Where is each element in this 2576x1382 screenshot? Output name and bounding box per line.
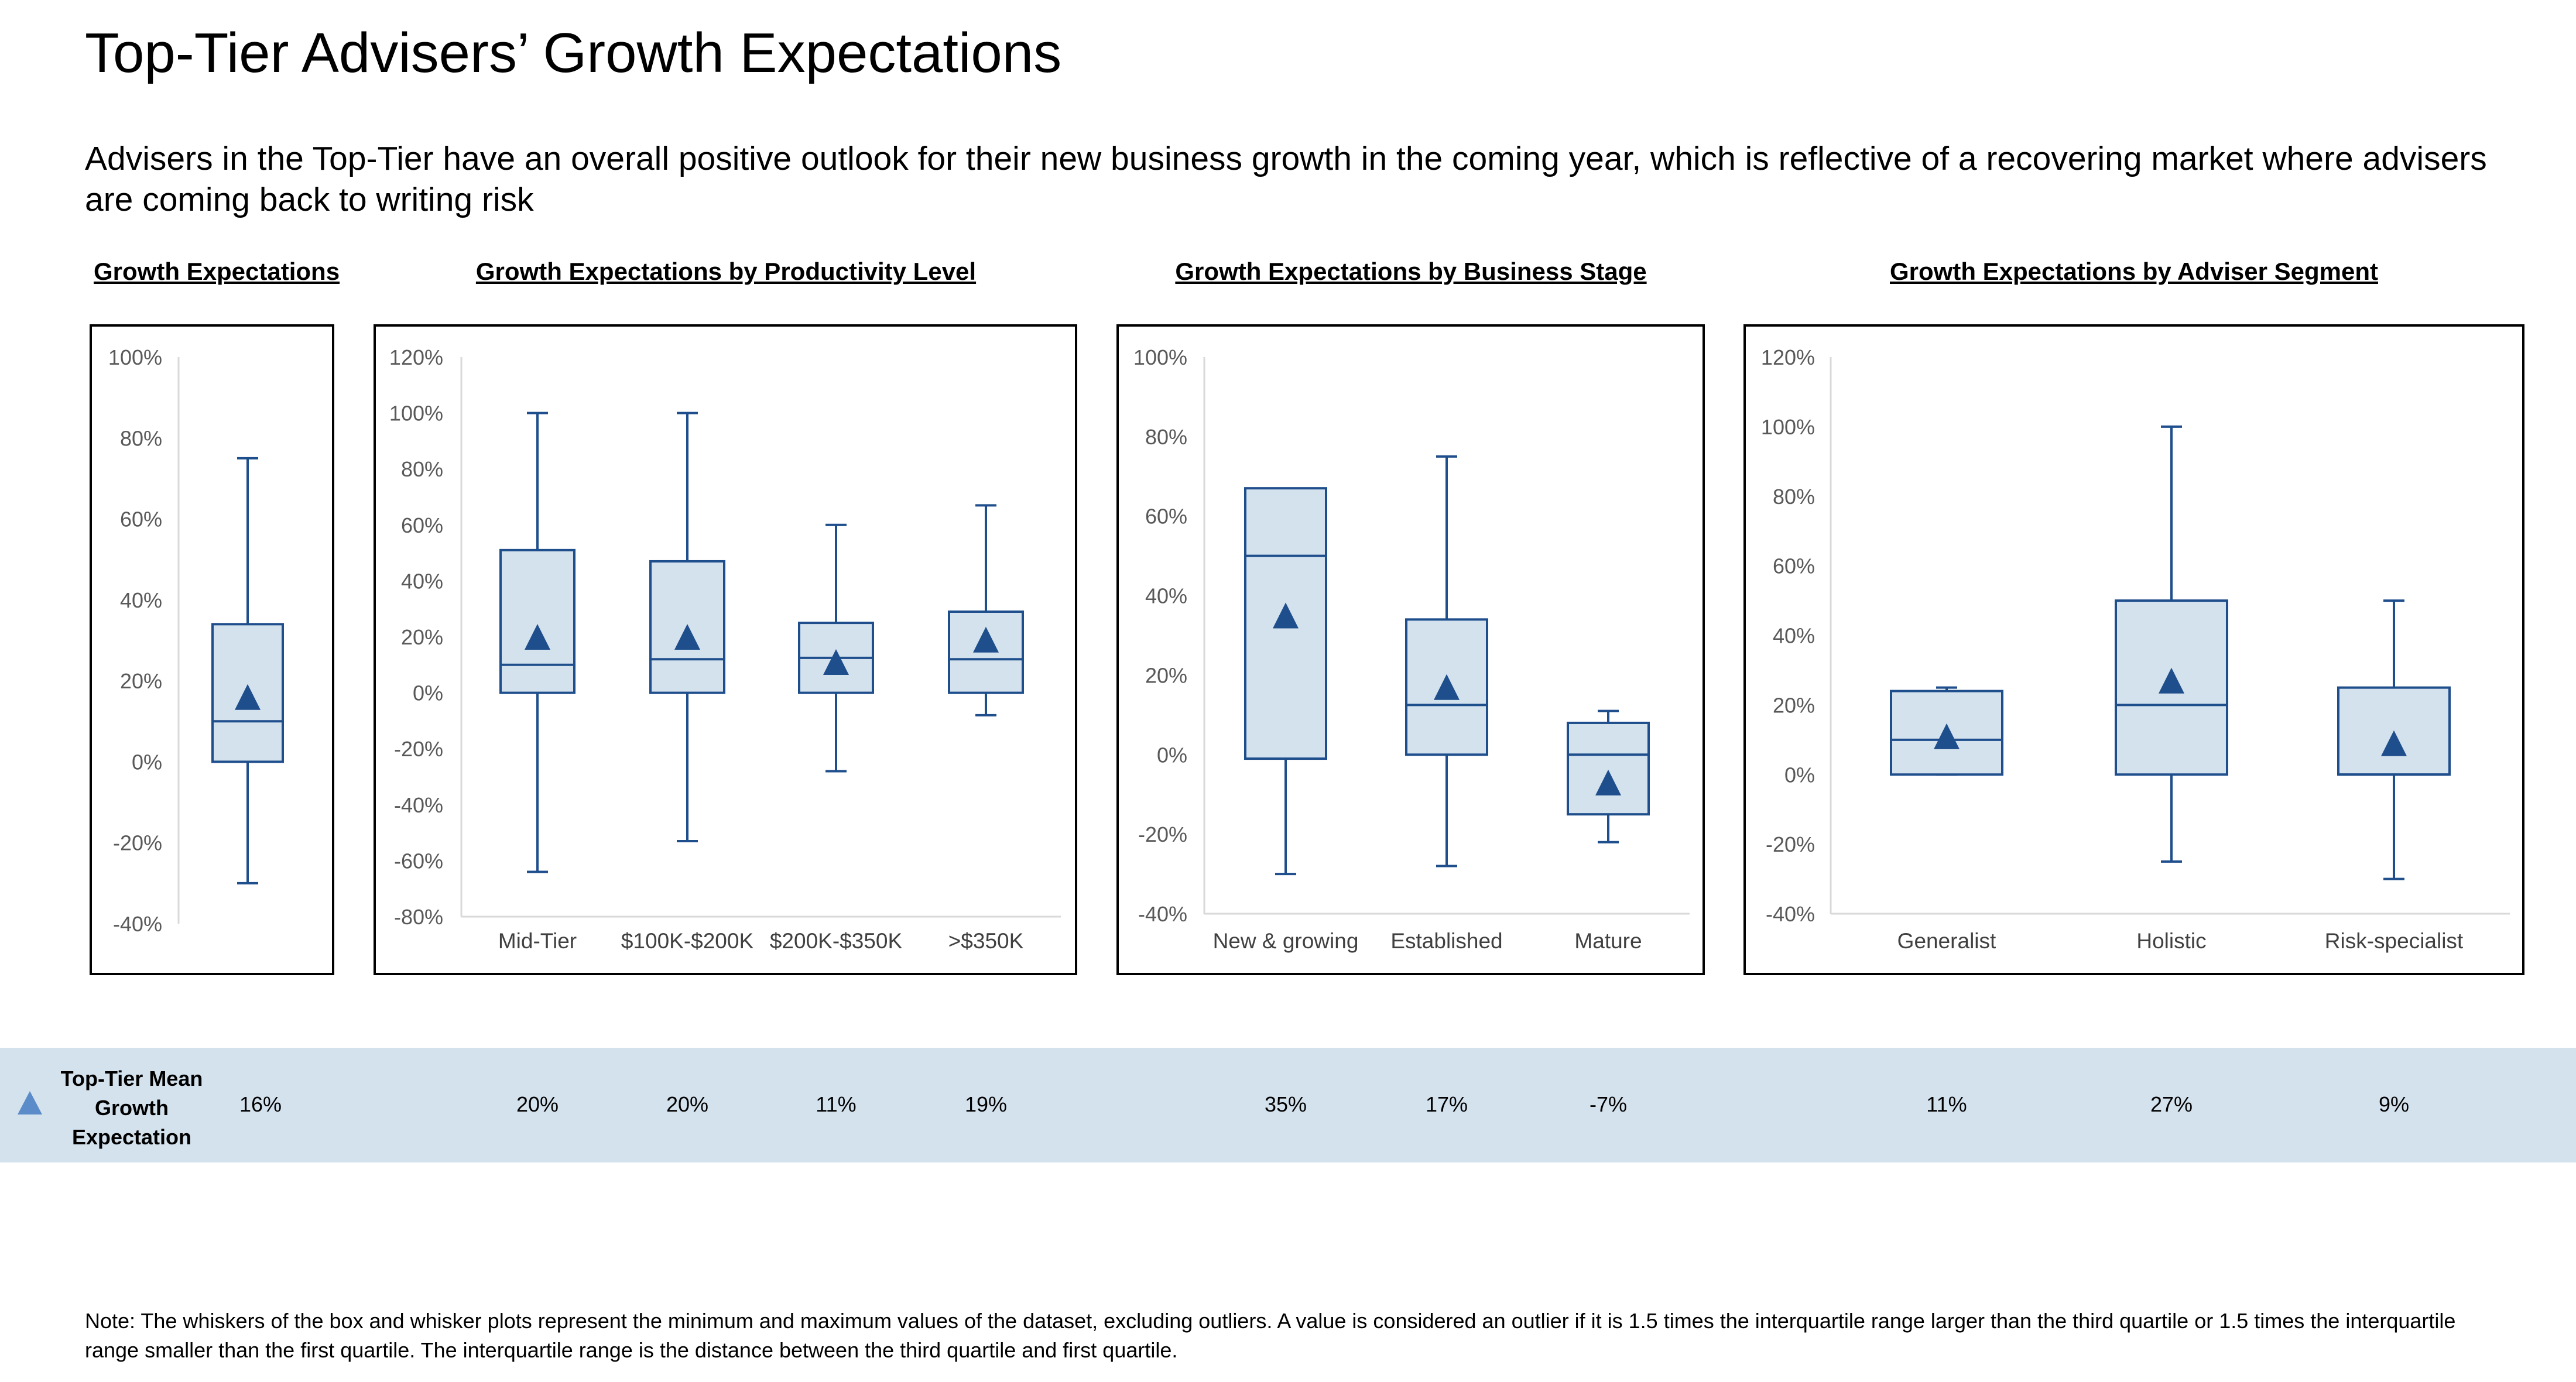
x-category-label: New & growing <box>1213 929 1359 953</box>
y-tick-label: 0% <box>1784 763 1815 787</box>
mean-marker <box>823 649 849 675</box>
y-tick-label: -20% <box>1766 832 1815 856</box>
y-tick-label: 20% <box>401 625 443 649</box>
box-iqr <box>499 548 576 694</box>
mean-value: 35% <box>1264 1092 1307 1116</box>
y-tick-label: -20% <box>1138 822 1187 846</box>
mean-value: 27% <box>2150 1092 2193 1116</box>
mean-marker <box>1595 769 1621 795</box>
y-tick-label: 0% <box>1157 743 1187 767</box>
y-tick-label: 60% <box>401 513 443 537</box>
x-category-label: $200K-$350K <box>770 929 903 953</box>
triangle-icon <box>18 1091 42 1114</box>
y-tick-label: 80% <box>1145 425 1187 449</box>
box-iqr <box>1567 721 1650 816</box>
y-tick-label: 40% <box>401 569 443 593</box>
mean-value: 11% <box>1926 1092 1967 1116</box>
y-tick-label: 60% <box>120 507 162 531</box>
chart-title-business-stage: Growth Expectations by Business Stage <box>1175 258 1647 285</box>
mean-value: 20% <box>516 1092 559 1116</box>
x-category-label: Generalist <box>1897 929 1996 953</box>
page-subtitle: Advisers in the Top-Tier have an overall… <box>85 140 2487 218</box>
y-tick-label: 20% <box>120 669 162 693</box>
x-category-label: Mature <box>1574 929 1642 953</box>
y-tick-label: 40% <box>1145 584 1187 608</box>
mean-value: 19% <box>964 1092 1008 1116</box>
chart-title-adviser-segment: Growth Expectations by Adviser Segment <box>1890 258 2378 285</box>
chart-panel-productivity: -80% -60% -40% -20% 0% 20% 40% 60% 80% 100% 120% Mi… <box>374 324 1077 975</box>
y-tick-label: -40% <box>1766 902 1815 926</box>
y-tick-label: -40% <box>1138 902 1187 926</box>
y-tick-label: 0% <box>132 750 162 774</box>
chart-panel-adviser-segment: -40% -20% 0% 20% 40% 60% 80% 100% 120% Generalist… <box>1743 324 2524 975</box>
mean-value: 16% <box>239 1092 282 1116</box>
y-tick-label: 120% <box>1761 345 1815 369</box>
chart-panel-overall: -40% -20% 0% 20% 40% 60% 80% 100% <box>90 324 334 975</box>
footnote: Note: The whiskers of the box and whiske… <box>85 1309 2456 1362</box>
chart-business-stage: -40% -20% 0% 20% 40% 60% 80% 100% New & growing E… <box>1133 345 1690 953</box>
y-tick-label: 120% <box>389 345 443 369</box>
mean-value: 11% <box>816 1092 857 1116</box>
mean-value: 9% <box>2378 1092 2410 1116</box>
mean-row-label: Top-Tier Mean Growth Expectation <box>60 1066 203 1149</box>
chart-adviser-segment: -40% -20% 0% 20% 40% 60% 80% 100% 120% Generalist… <box>1761 345 2510 953</box>
y-tick-label: -20% <box>113 831 162 855</box>
x-category-label: Mid-Tier <box>498 929 577 953</box>
y-tick-label: 40% <box>120 588 162 612</box>
y-tick-label: 100% <box>1761 415 1815 439</box>
x-category-label: >$350K <box>948 929 1024 953</box>
y-tick-label: -60% <box>394 849 443 873</box>
y-tick-label: 100% <box>389 402 443 426</box>
y-tick-label: -40% <box>394 793 443 817</box>
mean-marker <box>525 624 550 650</box>
y-tick-label: 0% <box>413 681 443 705</box>
y-tick-label: -40% <box>113 912 162 936</box>
mean-marker <box>2381 730 2407 756</box>
chart-overall: -40% -20% 0% 20% 40% 60% 80% 100% <box>108 345 284 936</box>
x-category-label: Risk-specialist <box>2325 929 2464 953</box>
y-tick-label: 20% <box>1773 693 1815 717</box>
mean-marker <box>973 626 999 653</box>
y-tick-label: 40% <box>1773 624 1815 648</box>
chart-productivity: -80% -60% -40% -20% 0% 20% 40% 60% 80% 100% 120% Mi… <box>389 345 1061 953</box>
mean-value: 17% <box>1425 1092 1468 1116</box>
y-tick-label: 60% <box>1145 505 1187 529</box>
mean-marker <box>1434 674 1460 700</box>
mean-value: -7% <box>1589 1092 1628 1116</box>
y-tick-label: -80% <box>394 905 443 929</box>
x-category-label: $100K-$200K <box>621 929 754 953</box>
y-tick-label: 100% <box>1133 345 1187 369</box>
page-title: Top-Tier Advisers’ Growth Expectations <box>85 22 1062 84</box>
y-tick-label: 80% <box>401 457 443 481</box>
mean-growth-band <box>0 1048 2576 1162</box>
chart-title-productivity: Growth Expectations by Productivity Leve… <box>475 258 977 285</box>
y-tick-label: 20% <box>1145 663 1187 687</box>
mean-marker <box>2159 667 2184 694</box>
chart-title-overall: Growth Expectations <box>94 258 340 285</box>
mean-marker <box>1273 602 1299 629</box>
y-tick-label: 100% <box>108 345 162 369</box>
mean-marker <box>1934 723 1960 749</box>
x-category-label: Holistic <box>2136 929 2206 953</box>
mean-marker <box>674 624 700 650</box>
x-category-label: Established <box>1390 929 1502 953</box>
y-tick-label: 60% <box>1773 554 1815 578</box>
y-tick-label: -20% <box>394 737 443 761</box>
mean-value: 20% <box>666 1092 709 1116</box>
mean-marker <box>235 684 261 710</box>
y-tick-label: 80% <box>1773 485 1815 509</box>
y-tick-label: 80% <box>120 426 162 450</box>
chart-panel-business-stage: -40% -20% 0% 20% 40% 60% 80% 100% New & growing E… <box>1116 324 1705 975</box>
